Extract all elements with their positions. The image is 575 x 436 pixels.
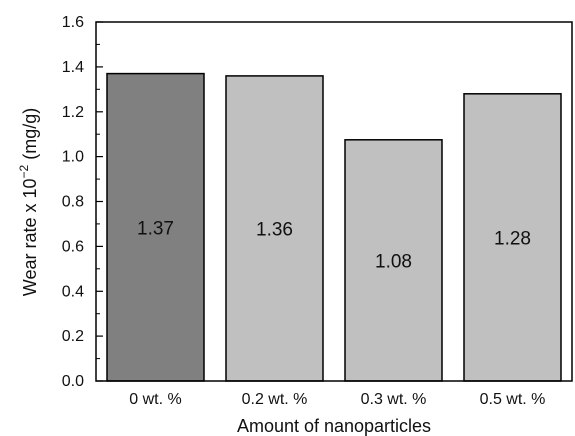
bar-1 (225, 75, 324, 382)
y-tick-label-2: 0.4 (62, 283, 84, 300)
y-tick-label-4: 0.8 (62, 194, 84, 211)
bars-group (106, 72, 562, 382)
bar-0 (106, 72, 205, 382)
y-tick-label-7: 1.4 (62, 59, 84, 76)
x-tick-label-1: 0.2 wt. % (242, 391, 308, 408)
bar-2 (344, 139, 443, 382)
data-label-2: 1.08 (375, 251, 412, 272)
data-labels-group: 1.37 1.36 1.08 1.28 (137, 218, 531, 272)
x-tick-label-0: 0 wt. % (129, 391, 181, 408)
bar-3 (463, 93, 562, 382)
data-label-3: 1.28 (494, 228, 531, 249)
y-tick-label-3: 0.6 (62, 238, 84, 255)
x-axis-label: Amount of nanoparticles (237, 416, 431, 436)
y-tick-label-6: 1.2 (62, 104, 84, 121)
y-tick-label-5: 1.0 (62, 149, 84, 166)
y-axis-ticks: 0.0 0.2 0.4 0.6 0.8 1.0 1.2 1.4 1.6 (62, 14, 103, 390)
x-axis-ticks: 0 wt. % 0.2 wt. % 0.3 wt. % 0.5 wt. % (129, 391, 545, 408)
data-label-0: 1.37 (137, 218, 174, 239)
x-tick-label-2: 0.3 wt. % (361, 391, 427, 408)
x-tick-label-3: 0.5 wt. % (480, 391, 546, 408)
y-axis-label: Wear rate x 10−2 (mg/g) (17, 108, 40, 296)
y-tick-label-1: 0.2 (62, 328, 84, 345)
y-tick-label-8: 1.6 (62, 14, 84, 31)
y-tick-label-0: 0.0 (62, 373, 84, 390)
data-label-1: 1.36 (256, 219, 293, 240)
y-axis-label-exponent: −2 (17, 164, 31, 178)
